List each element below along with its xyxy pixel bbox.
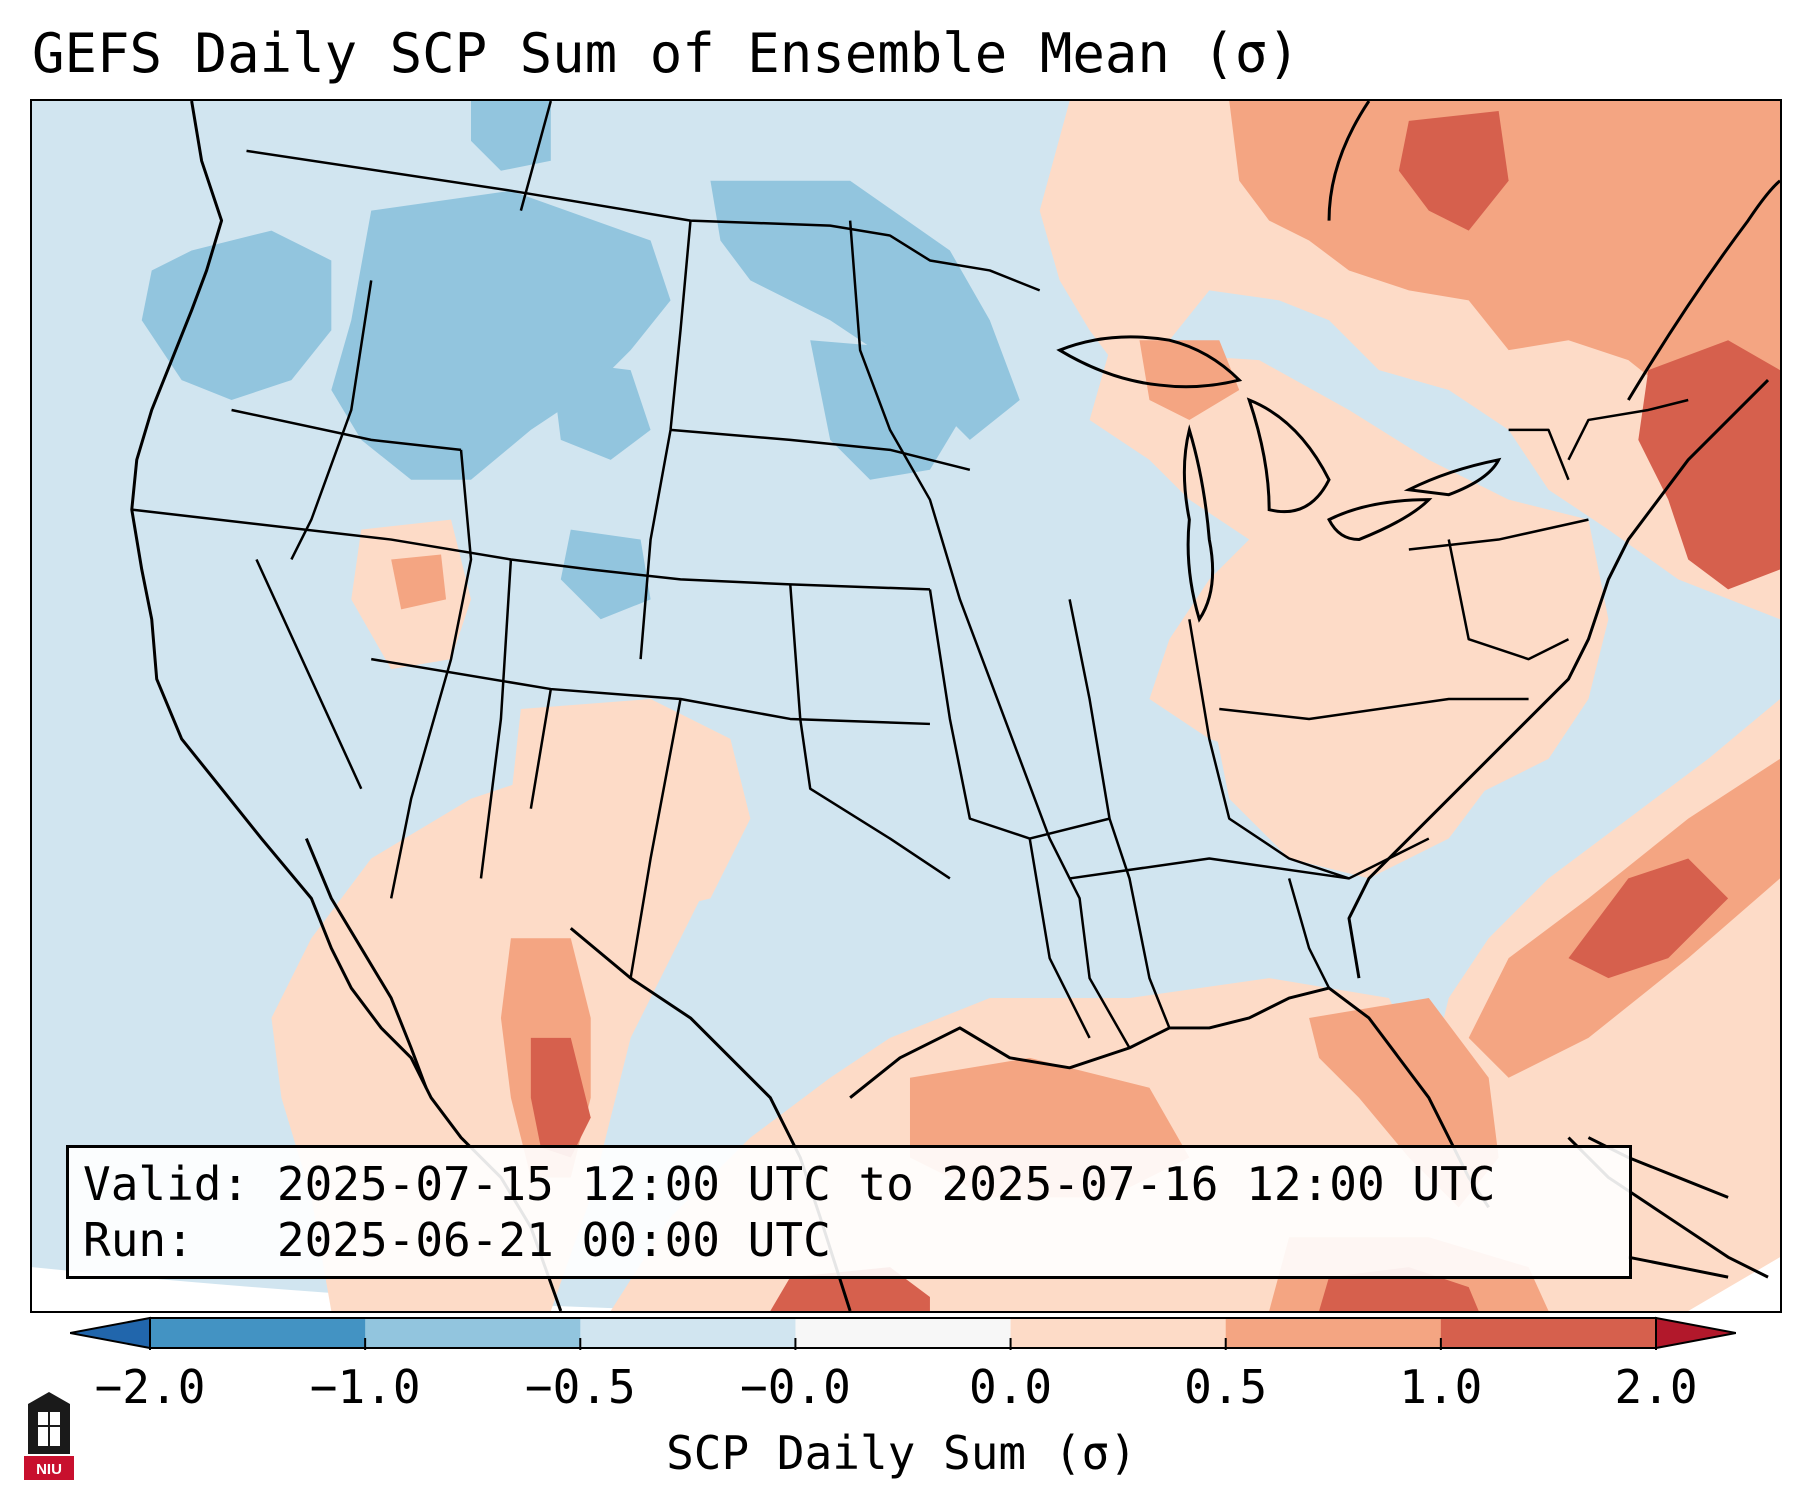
colorbar-tick-label: 0.0 [969, 1360, 1053, 1414]
colorbar-segment [580, 1318, 796, 1348]
colorbar-segment [1010, 1318, 1227, 1348]
map-panel [30, 99, 1782, 1313]
colorbar-tick-label: 0.5 [1184, 1360, 1268, 1414]
colorbar-label: SCP Daily Sum (σ) [666, 1426, 1137, 1480]
colorbar-tick-label: −2.0 [94, 1360, 206, 1414]
colorbar-tick-label: −0.0 [740, 1360, 851, 1414]
run-value: 2025-06-21 00:00 UTC [276, 1213, 831, 1267]
colorbar-tick-label: 2.0 [1614, 1360, 1698, 1414]
valid-run-info-box: Valid: 2025-07-15 12:00 UTC to 2025-07-1… [66, 1145, 1632, 1279]
logo-banner [24, 1456, 74, 1480]
saskatchewan-negative [470, 101, 551, 171]
colorbar-segments [149, 1318, 1657, 1350]
valid-line: Valid: 2025-07-15 12:00 UTC to 2025-07-1… [83, 1156, 1615, 1212]
quebec-high [1398, 110, 1509, 231]
atlantic-offshore-high [1568, 858, 1729, 979]
colorbar-segment [1225, 1318, 1442, 1348]
logo-text: NIU [36, 1461, 62, 1478]
coastlines [130, 101, 1780, 1311]
niu-logo: NIU [24, 1392, 74, 1480]
wyoming-negative [550, 360, 651, 460]
valid-label: Valid: [83, 1157, 250, 1211]
colorado-negative [560, 529, 651, 620]
colorbar-segment [150, 1318, 366, 1348]
ohio-valley-positive [1209, 659, 1509, 879]
colorbar-tick-label: 1.0 [1399, 1360, 1483, 1414]
colorbar-tick-label: −0.5 [524, 1360, 636, 1414]
nevada-mid [391, 554, 447, 610]
colorbar-segment [1440, 1318, 1657, 1348]
colorbar-tick-label: −1.0 [309, 1360, 421, 1414]
colorbar-outline [149, 1317, 1657, 1349]
run-line: Run: 2025-06-21 00:00 UTC [83, 1212, 1615, 1268]
colorbar-segment [795, 1318, 1012, 1348]
projection-edge-left [32, 1267, 731, 1311]
four-corners-positive [510, 699, 751, 919]
run-label: Run: [83, 1213, 194, 1267]
map-canvas [32, 101, 1780, 1311]
sierra-madre-high [530, 1037, 591, 1158]
colorbar [70, 1316, 1736, 1350]
northeast-canada-mid [1229, 101, 1780, 460]
chart-title: GEFS Daily SCP Sum of Ensemble Mean (σ) [32, 22, 1300, 85]
great-lakes-shorelines [1056, 335, 1502, 623]
oregon-negative [141, 230, 332, 401]
colorbar-extend-low [70, 1316, 151, 1350]
northern-plains-negative [710, 180, 1020, 440]
valid-value: 2025-07-15 12:00 UTC to 2025-07-16 12:00… [276, 1157, 1496, 1211]
borders [131, 101, 1689, 1049]
colorbar-extend-high [1655, 1316, 1736, 1350]
idaho-montana-negative [331, 190, 671, 480]
colorbar-segment [365, 1318, 581, 1348]
colorbar-svg [70, 1316, 1736, 1350]
